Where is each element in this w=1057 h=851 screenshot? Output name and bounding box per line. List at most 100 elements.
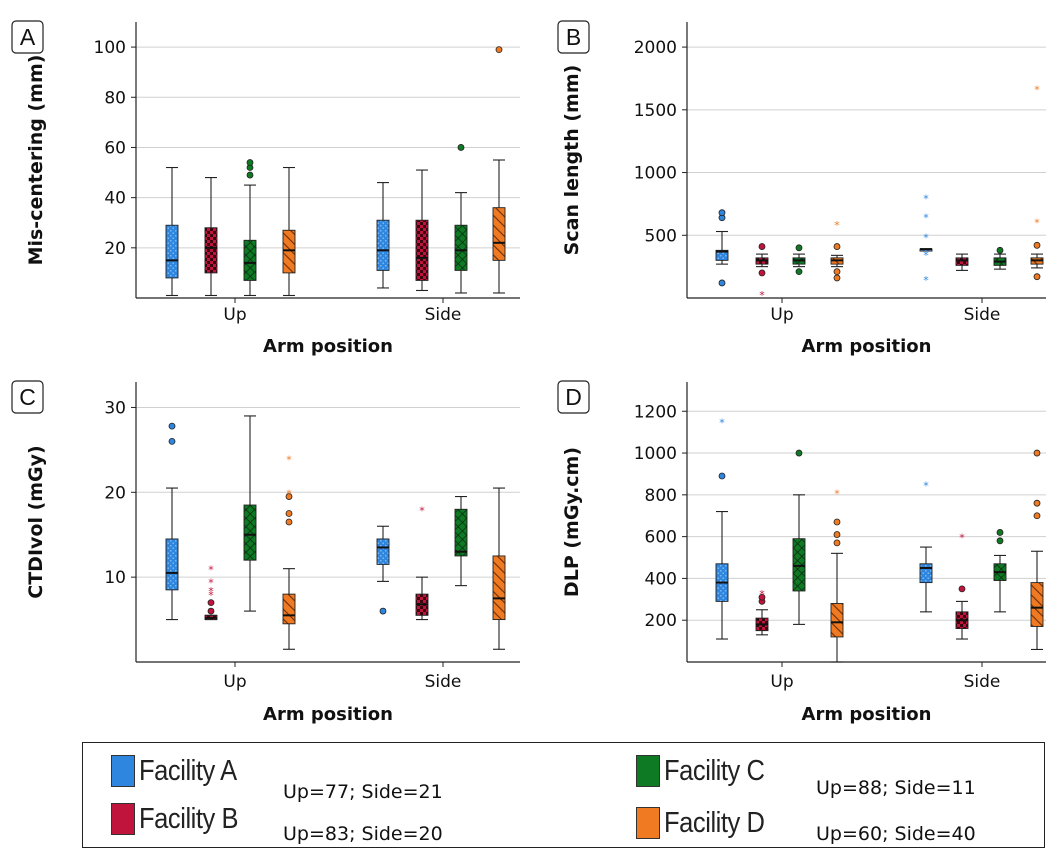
legend-swatch (111, 755, 135, 787)
x-tick-label: Side (425, 672, 462, 692)
legend-swatch (636, 807, 660, 839)
x-tick-label: Side (964, 305, 1001, 325)
legend-counts: Up=77; Side=21 (283, 781, 443, 803)
panel-d: D 200 400 600 800 1000 1200 Up Side Arm position… (557, 380, 1046, 725)
outlier-circle (795, 244, 803, 252)
box-iqr (243, 504, 257, 561)
box-up-facility-b: **** (204, 564, 218, 621)
box-side-facility-a (376, 525, 390, 615)
box-iqr (376, 538, 390, 565)
outlier-circle (833, 243, 841, 250)
y-tick-label: 10 (104, 568, 126, 588)
legend-item-facility-c: Facility C (636, 751, 778, 791)
outlier-star: * (923, 211, 929, 224)
outlier-star: * (923, 274, 929, 287)
outlier-circle (495, 46, 503, 53)
legend: Facility A Up=77; Side=21 Facility B Up=… (82, 742, 1045, 848)
outlier-circle (833, 274, 841, 282)
box-up-facility-d: * (830, 219, 844, 282)
y-axis-title: DLP (mGy.cm) (561, 447, 583, 597)
box-iqr (376, 219, 390, 271)
outlier-circle (1033, 273, 1041, 281)
x-axis-title: Arm position (263, 704, 393, 725)
outlier-circle (246, 159, 254, 166)
legend-counts: Up=88; Side=11 (816, 777, 976, 799)
y-axis-title: Scan length (mm) (561, 65, 583, 256)
outlier-circle (833, 531, 841, 538)
box-side-facility-c (454, 495, 468, 587)
x-tick-label: Up (770, 305, 793, 325)
outlier-circle (1033, 499, 1041, 507)
x-axis-title: Arm position (802, 704, 932, 725)
box-up-facility-a: * (715, 417, 729, 640)
outlier-circle (758, 269, 766, 277)
box-iqr (454, 224, 468, 271)
y-tick-label: 1000 (634, 444, 677, 464)
outlier-circle (833, 268, 841, 276)
panel-letter: D (565, 384, 582, 410)
outlier-star: * (923, 232, 929, 245)
outlier-circle (958, 585, 966, 593)
box-iqr (454, 508, 468, 557)
outlier-star: * (923, 479, 929, 492)
x-axis-title: Arm position (263, 336, 393, 357)
box-iqr (165, 224, 179, 279)
outlier-star: * (759, 289, 765, 302)
box-side-facility-c (993, 246, 1007, 270)
outlier-circle (996, 246, 1004, 254)
box-side-facility-d: ** (1030, 83, 1044, 281)
outlier-circle (207, 607, 215, 615)
outlier-star: * (208, 576, 214, 589)
legend-label: Facility B (139, 802, 239, 835)
box-up-facility-c (792, 244, 806, 276)
outlier-star: * (834, 488, 840, 501)
outlier-circle (833, 539, 841, 547)
outlier-circle (285, 493, 293, 500)
box-iqr (830, 603, 844, 638)
y-tick-label: 1500 (634, 101, 677, 121)
outlier-star: * (286, 453, 292, 466)
outlier-star: * (923, 249, 929, 262)
legend-swatch (636, 755, 660, 787)
outlier-circle (457, 144, 465, 151)
outlier-circle (168, 422, 176, 430)
panel-a: A 20 40 60 80 100 Up Side Arm position Mis-cente… (11, 20, 520, 357)
box-iqr (919, 563, 933, 584)
y-tick-label: 1200 (634, 402, 677, 422)
panel-b: B 500 1000 1500 2000 Up Side Arm position Scan … (557, 20, 1046, 357)
outlier-star: * (1034, 83, 1040, 96)
box-iqr (415, 219, 429, 281)
outlier-circle (795, 449, 803, 457)
outlier-star: * (834, 219, 840, 232)
box-side-facility-d (492, 487, 506, 650)
outlier-star: * (923, 193, 929, 206)
legend-counts: Up=83; Side=20 (283, 823, 443, 845)
outlier-circle (758, 593, 766, 601)
box-side-facility-b: * (415, 504, 429, 621)
outlier-circle (718, 209, 726, 217)
box-side-facility-d (1030, 449, 1044, 651)
panel-c: C 10 20 30 Up Side Arm position CTDIvol (mGy) *… (11, 380, 520, 725)
outlier-circle (1033, 241, 1041, 249)
y-tick-label: 100 (94, 38, 126, 58)
y-axis-title: CTDIvol (mGy) (25, 445, 47, 598)
x-axis-title: Arm position (802, 336, 932, 357)
box-iqr (204, 227, 218, 274)
legend-item-facility-d: Facility D (636, 803, 778, 843)
box-up-facility-b: * (755, 588, 769, 636)
outlier-star: * (959, 532, 965, 545)
outlier-star: * (1034, 216, 1040, 229)
outlier-circle (833, 518, 841, 526)
box-iqr (282, 593, 296, 625)
outlier-star: * (208, 589, 214, 602)
outlier-circle (996, 529, 1004, 536)
box-up-facility-d: * (830, 488, 844, 663)
chart-canvas: A 20 40 60 80 100 Up Side Arm position Mis-cente… (11, 20, 1046, 725)
outlier-circle (207, 599, 215, 607)
box-up-facility-d (282, 166, 296, 297)
box-iqr (282, 229, 296, 274)
x-tick-label: Up (223, 305, 246, 325)
box-up-facility-c (243, 159, 257, 297)
x-tick-label: Side (964, 672, 1001, 692)
outlier-circle (379, 607, 387, 615)
